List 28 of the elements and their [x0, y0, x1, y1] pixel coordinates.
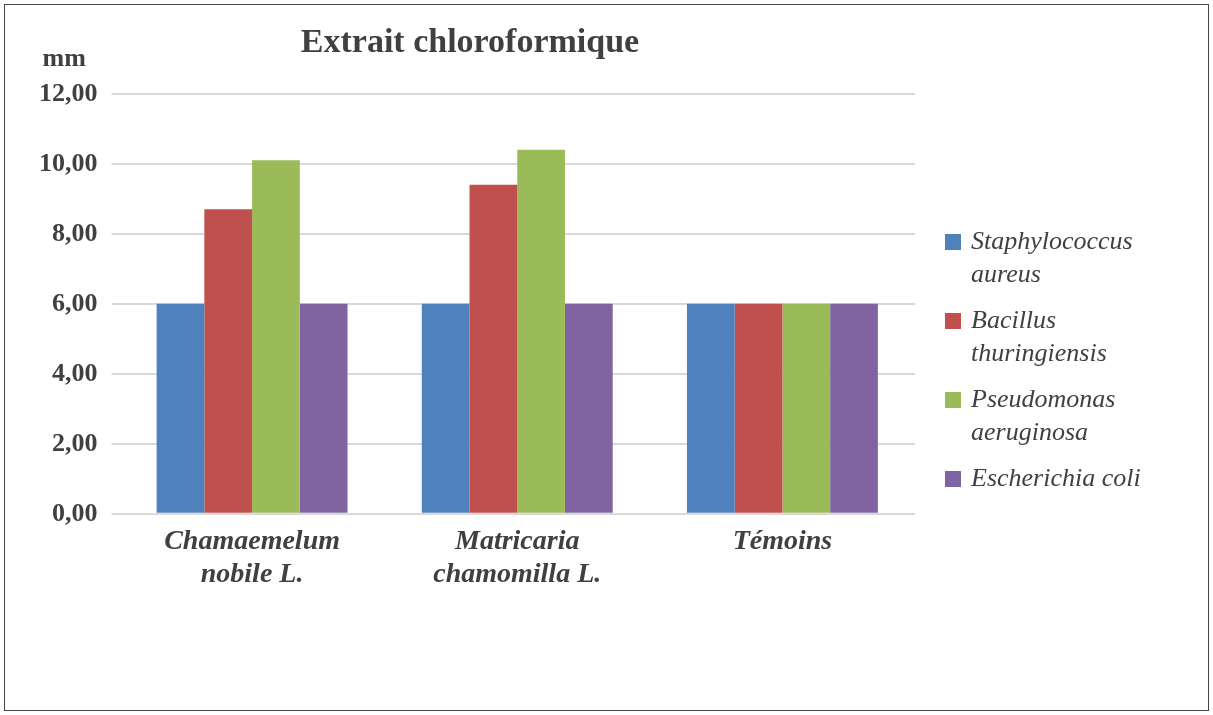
legend-label: Escherichia coli [971, 462, 1141, 494]
x-tick-label: Chamaemelum nobile L. [164, 523, 340, 589]
bar [686, 303, 735, 513]
bar [469, 184, 518, 513]
bar [782, 303, 831, 513]
y-tick-label: 2,00 [52, 427, 98, 457]
legend-label: Staphylococcus aureus [971, 225, 1134, 290]
y-tick-label: 6,00 [52, 287, 98, 317]
bar [252, 160, 300, 513]
x-tick-label: Témoins [732, 523, 833, 555]
legend-label: Bacillus thuringiensis [971, 304, 1108, 369]
legend-label: Pseudomonas aeruginosa [971, 383, 1117, 448]
y-tick-label: 10,00 [39, 147, 98, 177]
y-tick-label: 4,00 [52, 357, 98, 387]
y-tick-label: 0,00 [52, 497, 98, 527]
bar [517, 149, 565, 513]
bar [830, 303, 878, 513]
bar [299, 303, 348, 513]
y-tick-label: 12,00 [39, 77, 98, 107]
chart-title: Extrait chloroformique [300, 22, 640, 60]
bar [204, 209, 253, 513]
x-tick-label: Matricaria chamomilla L. [433, 523, 602, 589]
y-axis-title: mm [42, 42, 87, 72]
bar [564, 303, 613, 513]
y-tick-label: 8,00 [52, 217, 98, 247]
bar [421, 303, 470, 513]
bar [734, 303, 783, 513]
bar [156, 303, 205, 513]
